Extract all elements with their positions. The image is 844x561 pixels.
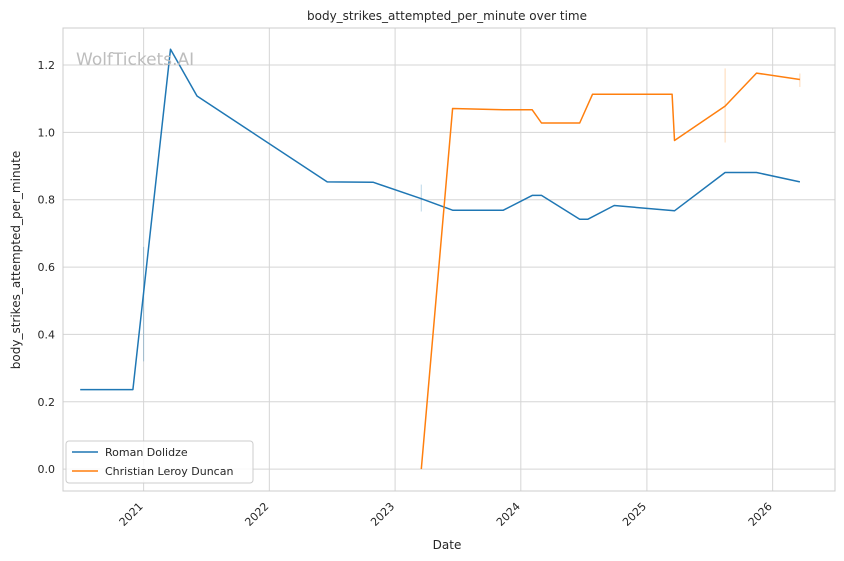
y-tick-label: 1.2 (38, 59, 56, 72)
y-tick-label: 1.0 (38, 126, 56, 139)
x-tick-label: 2025 (620, 500, 649, 529)
legend-label-roman-dolidze: Roman Dolidze (105, 446, 188, 459)
x-tick-label: 2022 (242, 500, 271, 529)
series-lines (80, 48, 801, 470)
x-axis-label: Date (433, 538, 462, 552)
grid-lines (63, 28, 835, 491)
y-tick-label: 0.0 (38, 463, 56, 476)
y-tick-labels: 0.0 0.2 0.4 0.6 0.8 1.0 1.2 (38, 59, 56, 476)
x-tick-label: 2024 (494, 500, 523, 529)
legend-box (65, 440, 254, 484)
x-tick-label: 2023 (368, 500, 397, 529)
y-tick-label: 0.4 (38, 328, 56, 341)
series-line-christian-leroy-duncan (420, 72, 801, 470)
watermark: WolfTickets.AI (76, 50, 194, 70)
plot-area (63, 28, 835, 491)
x-tick-labels: 2021 2022 2023 2024 2025 2026 (117, 500, 775, 529)
legend-label-christian-leroy-duncan: Christian Leroy Duncan (105, 465, 233, 478)
x-tick-label: 2021 (117, 500, 146, 529)
y-tick-label: 0.8 (38, 194, 56, 207)
y-axis-label: body_strikes_attempted_per_minute (9, 151, 23, 369)
plot-frame (62, 27, 836, 492)
series-line-roman-dolidze (80, 48, 801, 391)
x-tick-label: 2026 (746, 500, 775, 529)
chart-title: body_strikes_attempted_per_minute over t… (307, 9, 587, 23)
y-tick-label: 0.2 (38, 396, 56, 409)
y-tick-label: 0.6 (38, 261, 56, 274)
legend: Roman Dolidze Christian Leroy Duncan (65, 440, 254, 484)
